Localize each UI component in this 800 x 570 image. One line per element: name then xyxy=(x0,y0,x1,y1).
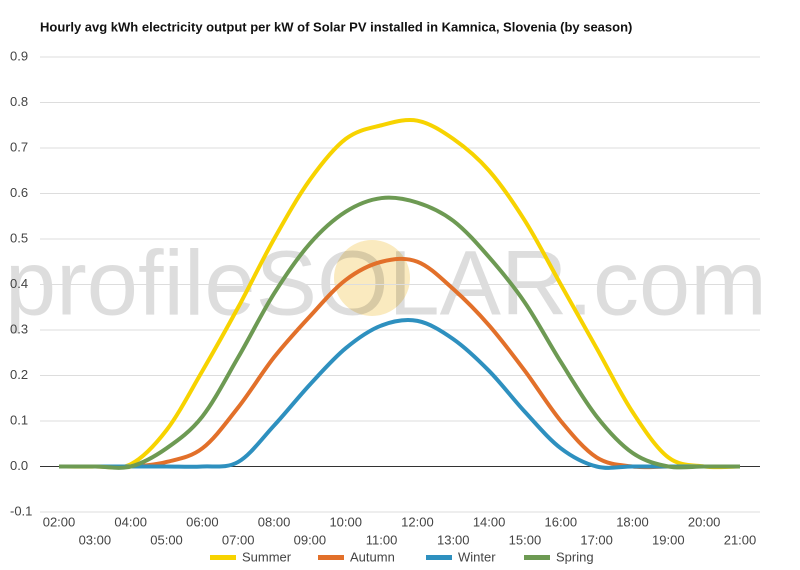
x-tick-label: 14:00 xyxy=(473,514,506,529)
legend-label: Spring xyxy=(556,549,594,564)
legend-swatch xyxy=(210,555,236,560)
x-tick-label: 12:00 xyxy=(401,514,434,529)
x-tick-label: 06:00 xyxy=(186,514,219,529)
y-tick-label: 0.0 xyxy=(10,458,28,473)
x-tick-label: 08:00 xyxy=(258,514,291,529)
x-tick-label: 17:00 xyxy=(580,532,613,547)
y-tick-label: 0.1 xyxy=(10,412,28,427)
series-line xyxy=(59,195,740,470)
legend-swatch xyxy=(524,555,550,560)
y-tick-label: 0.7 xyxy=(10,139,28,154)
x-tick-label: 18:00 xyxy=(616,514,649,529)
chart-title: Hourly avg kWh electricity output per kW… xyxy=(40,19,632,34)
x-tick-label: 16:00 xyxy=(545,514,578,529)
x-tick-label: 03:00 xyxy=(79,532,112,547)
x-tick-label: 13:00 xyxy=(437,532,470,547)
y-tick-label: 0.2 xyxy=(10,367,28,382)
x-tick-label: 07:00 xyxy=(222,532,255,547)
legend-label: Summer xyxy=(242,549,292,564)
legend-label: Autumn xyxy=(350,549,395,564)
x-tick-label: 15:00 xyxy=(509,532,542,547)
x-tick-label: 11:00 xyxy=(366,532,398,547)
y-tick-label: 0.8 xyxy=(10,94,28,109)
y-tick-label: 0.9 xyxy=(10,48,28,63)
y-tick-label: 0.3 xyxy=(10,321,28,336)
y-tick-label: 0.6 xyxy=(10,185,28,200)
x-tick-label: 05:00 xyxy=(150,532,183,547)
x-tick-label: 02:00 xyxy=(43,514,76,529)
watermark: profileSOLAR.com xyxy=(5,232,767,334)
y-tick-label: 0.5 xyxy=(10,230,28,245)
x-tick-label: 21:00 xyxy=(724,532,757,547)
x-tick-label: 19:00 xyxy=(652,532,685,547)
y-tick-label: 0.4 xyxy=(10,276,28,291)
legend-label: Winter xyxy=(458,549,496,564)
legend-swatch xyxy=(318,555,344,560)
x-tick-label: 04:00 xyxy=(114,514,147,529)
x-tick-label: 20:00 xyxy=(688,514,721,529)
series-line xyxy=(59,318,740,470)
legend-swatch xyxy=(426,555,452,560)
x-tick-label: 10:00 xyxy=(329,514,362,529)
series-line xyxy=(58,118,741,470)
x-tick-label: 09:00 xyxy=(294,532,327,547)
y-tick-label: -0.1 xyxy=(10,503,32,518)
